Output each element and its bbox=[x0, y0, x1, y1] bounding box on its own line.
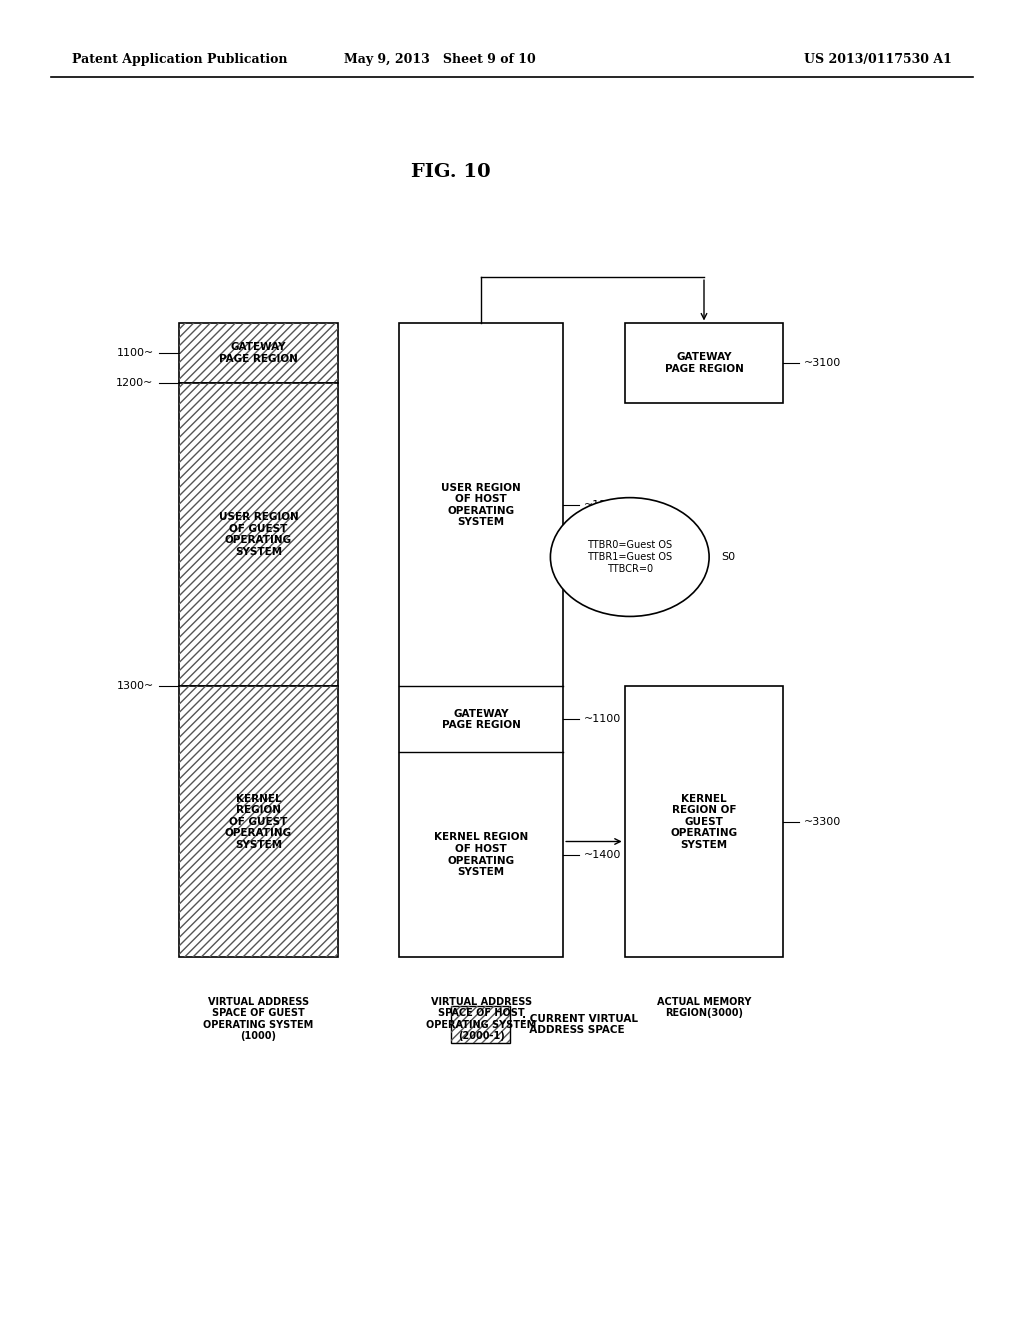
Bar bbox=[625, 323, 783, 403]
Text: GATEWAY
PAGE REGION: GATEWAY PAGE REGION bbox=[665, 352, 743, 374]
Text: KERNEL
REGION OF
GUEST
OPERATING
SYSTEM: KERNEL REGION OF GUEST OPERATING SYSTEM bbox=[671, 793, 737, 850]
Text: KERNEL REGION
OF HOST
OPERATING
SYSTEM: KERNEL REGION OF HOST OPERATING SYSTEM bbox=[434, 833, 528, 876]
Text: US 2013/0117530 A1: US 2013/0117530 A1 bbox=[805, 53, 952, 66]
Bar bbox=[179, 383, 338, 686]
Text: ~1400: ~1400 bbox=[584, 850, 621, 859]
Text: 1100~: 1100~ bbox=[117, 348, 154, 358]
Text: 1200~: 1200~ bbox=[117, 378, 154, 388]
Bar bbox=[625, 686, 783, 957]
Text: 1300~: 1300~ bbox=[117, 681, 154, 692]
Bar bbox=[451, 1006, 510, 1043]
Text: ~1100: ~1100 bbox=[584, 714, 621, 725]
Text: S0: S0 bbox=[721, 552, 735, 562]
Text: GATEWAY
PAGE REGION: GATEWAY PAGE REGION bbox=[219, 342, 298, 364]
Bar bbox=[179, 323, 338, 383]
Ellipse shape bbox=[551, 498, 709, 616]
Bar bbox=[451, 1006, 510, 1043]
Bar bbox=[179, 323, 338, 383]
Text: Patent Application Publication: Patent Application Publication bbox=[72, 53, 287, 66]
Text: TTBR0=Guest OS
TTBR1=Guest OS
TTBCR=0: TTBR0=Guest OS TTBR1=Guest OS TTBCR=0 bbox=[587, 540, 673, 574]
Text: VIRTUAL ADDRESS
SPACE OF GUEST
OPERATING SYSTEM
(1000): VIRTUAL ADDRESS SPACE OF GUEST OPERATING… bbox=[204, 997, 313, 1041]
Text: KERNEL
REGION
OF GUEST
OPERATING
SYSTEM: KERNEL REGION OF GUEST OPERATING SYSTEM bbox=[225, 793, 292, 850]
Text: USER REGION
OF GUEST
OPERATING
SYSTEM: USER REGION OF GUEST OPERATING SYSTEM bbox=[219, 512, 298, 557]
Text: USER REGION
OF HOST
OPERATING
SYSTEM: USER REGION OF HOST OPERATING SYSTEM bbox=[441, 483, 521, 527]
Text: May 9, 2013   Sheet 9 of 10: May 9, 2013 Sheet 9 of 10 bbox=[344, 53, 537, 66]
Text: ~3100: ~3100 bbox=[804, 358, 841, 368]
Bar bbox=[179, 383, 338, 686]
Bar bbox=[179, 686, 338, 957]
Bar bbox=[179, 686, 338, 957]
Text: VIRTUAL ADDRESS
SPACE OF HOST
OPERATING SYSTEM
(2000-1): VIRTUAL ADDRESS SPACE OF HOST OPERATING … bbox=[426, 997, 537, 1041]
Bar bbox=[399, 323, 563, 957]
Text: ~1200-2: ~1200-2 bbox=[584, 500, 632, 510]
Text: ACTUAL MEMORY
REGION(3000): ACTUAL MEMORY REGION(3000) bbox=[656, 997, 752, 1018]
Text: FIG. 10: FIG. 10 bbox=[411, 162, 490, 181]
Text: ~3300: ~3300 bbox=[804, 817, 841, 826]
Text: : CURRENT VIRTUAL
  ADDRESS SPACE: : CURRENT VIRTUAL ADDRESS SPACE bbox=[522, 1014, 638, 1035]
Text: GATEWAY
PAGE REGION: GATEWAY PAGE REGION bbox=[441, 709, 521, 730]
